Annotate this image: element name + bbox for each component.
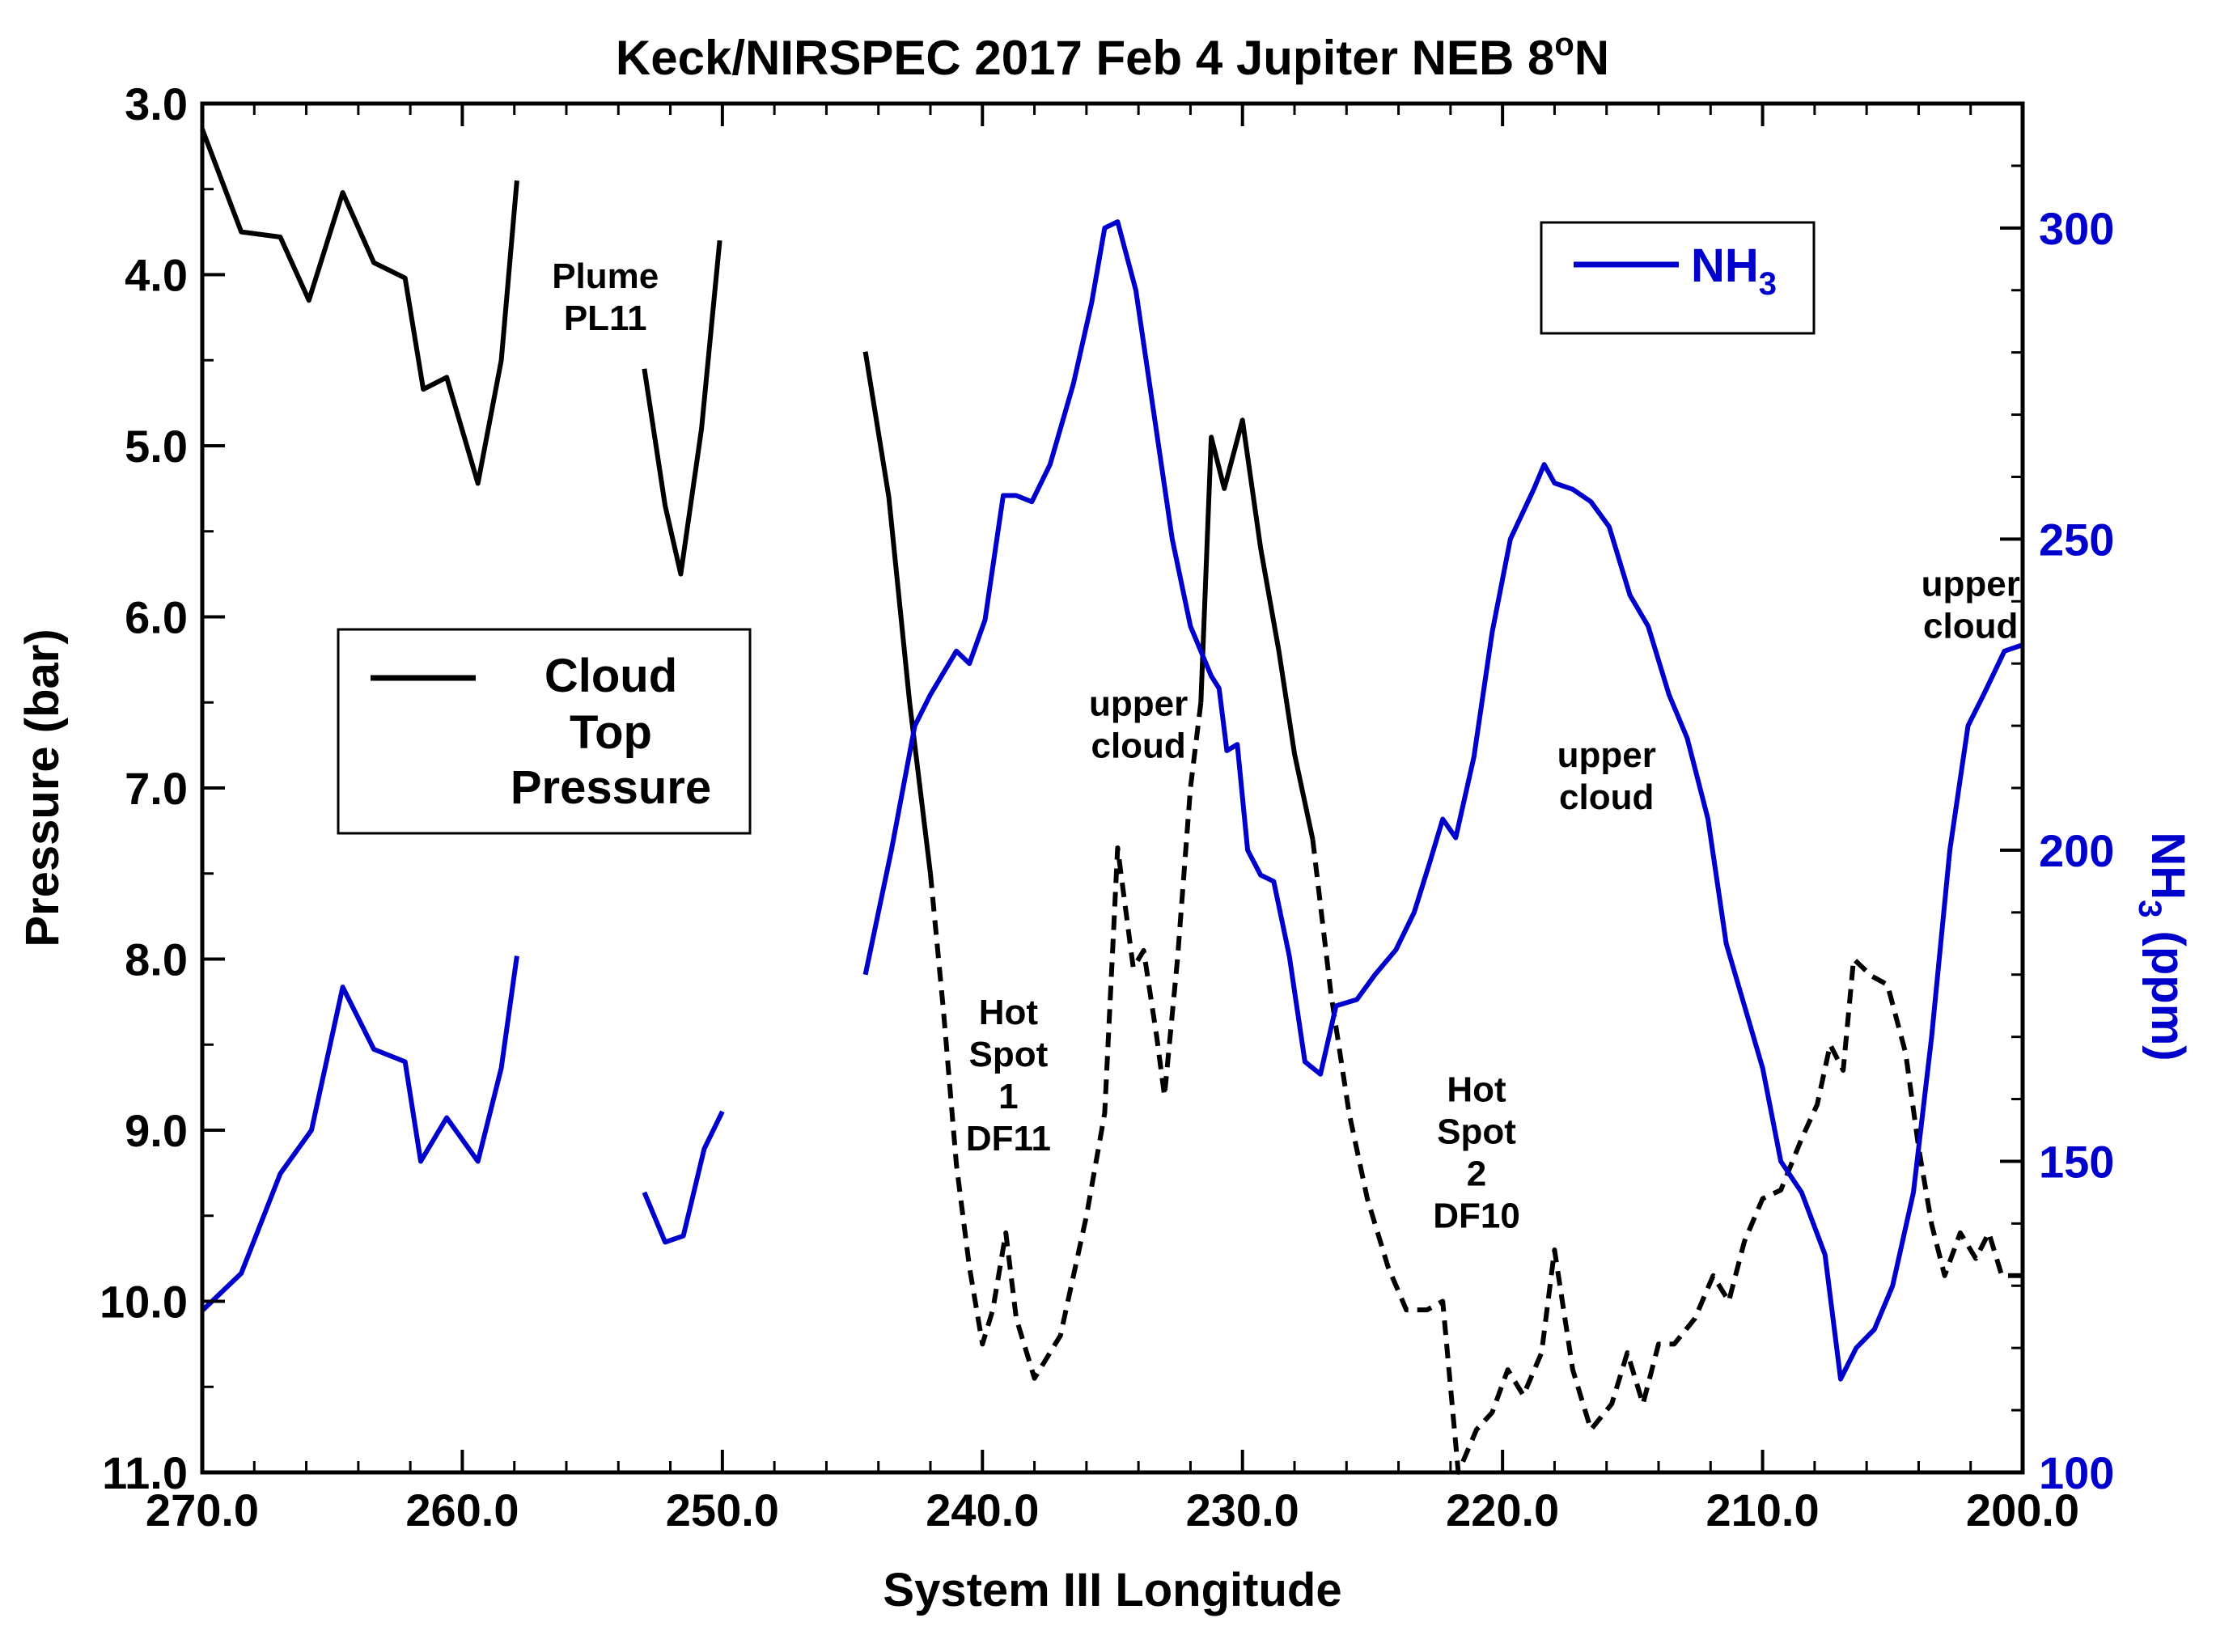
tick-labels: 270.0 260.0 250.0 240.0 230.0 220.0 210.0 200.0… [100,78,2114,1536]
chart-title-main: Keck/NIRSPEC 2017 Feb 4 Jupiter NEB 8 [616,31,1554,85]
axis-ticks [201,102,2024,1474]
nh3-series-line-8 [862,219,2023,1382]
y-left-tick-label: 5.0 [125,421,188,472]
cloud-series-line-1 [642,239,722,577]
x-tick-label: 210.0 [1706,1485,1820,1536]
annotation-0: Plume PL11 [552,256,659,338]
y-axis-right-label-unit: (ppm) [2142,917,2194,1061]
chart-marks [200,128,2023,1475]
nh3-series-line-6 [200,955,519,1313]
cloud-series-line-0 [200,128,519,486]
annotation-line: 2 [1467,1154,1486,1193]
y-left-tick-label: 8.0 [125,934,188,985]
legend-nh3: NH3 [1540,221,1816,335]
y-axis-right-label: NH3 (ppm) [2132,832,2194,1061]
annotation-1: upper cloud [1089,684,1188,766]
legend-nh3-label-main: NH [1691,239,1759,292]
annotation-line: 1 [998,1077,1018,1116]
y-left-tick-label: 11.0 [102,1447,188,1498]
annotation-2: Hot Spot 1 DF11 [966,993,1051,1159]
x-tick-label: 230.0 [1186,1485,1299,1536]
y-axis-right-label-sub: 3 [2132,900,2167,917]
y-axis-left-label: Pressure (bar) [16,629,69,947]
y-left-tick-label: 9.0 [125,1105,188,1156]
legend-cloud-line2: Top [570,706,652,759]
cloud-series-line-2 [862,351,933,875]
y-axis-right-label-nh: NH [2142,832,2194,900]
y-right-tick-label: 150 [2039,1136,2114,1187]
annotation-line: PL11 [564,299,647,338]
legend-nh3-label-sub: 3 [1759,266,1777,302]
annotation-line: upper [1089,684,1188,724]
annotation-line: cloud [1559,777,1654,817]
legend-nh3-label: NH3 [1691,239,1777,302]
x-tick-label: 260.0 [405,1485,519,1536]
annotation-4: upper cloud [1557,735,1656,817]
x-tick-label: 270.0 [146,1485,259,1536]
legend-nh3-box [1540,221,1816,335]
annotation-5: upper cloud [1922,565,2020,646]
chart-title: Keck/NIRSPEC 2017 Feb 4 Jupiter NEB 8oN [616,27,1609,85]
annotation-3: Hot Spot 2 DF10 [1433,1070,1520,1235]
legend-cloud-box [337,628,752,835]
legend-cloud-line3: Pressure [511,761,711,814]
annotation-line: Plume [552,256,659,296]
x-axis-label: System III Longitude [883,1564,1341,1616]
annotation-line: cloud [1923,607,2018,646]
annotation-line: Spot [969,1035,1049,1074]
y-right-tick-label: 200 [2039,825,2114,876]
y-left-tick-label: 3.0 [125,78,188,129]
cloud-series-line-4 [1198,417,1316,841]
legend-cloud-line1: Cloud [544,650,677,702]
y-left-tick-label: 6.0 [125,592,188,643]
x-tick-label: 240.0 [926,1485,1039,1536]
y-right-tick-label: 100 [2039,1447,2114,1498]
y-right-tick-label: 300 [2039,203,2114,254]
annotation-line: upper [1922,565,2020,604]
chart-title-degree: o [1554,27,1574,62]
annotation-line: upper [1557,735,1656,775]
legend-cloud: Cloud Top Pressure [337,628,752,835]
annotation-line: Hot [1447,1070,1506,1109]
annotation-line: DF10 [1433,1196,1520,1235]
annotation-line: Hot [979,993,1039,1032]
chart-title-tail: N [1574,31,1609,85]
x-tick-label: 220.0 [1446,1485,1559,1536]
annotation-line: DF11 [966,1119,1051,1159]
y-left-tick-label: 10.0 [100,1277,188,1328]
cloud-series-line-5 [1310,839,2023,1475]
cloud-series-line-3 [928,701,1204,1381]
y-left-tick-label: 4.0 [125,250,188,301]
x-tick-label: 250.0 [666,1485,779,1536]
y-left-tick-label: 7.0 [125,763,188,814]
y-right-tick-label: 250 [2039,514,2114,565]
nh3-series-line-7 [642,1110,725,1245]
annotation-line: Spot [1437,1112,1516,1151]
x-tick-label: 200.0 [1966,1485,2079,1536]
annotation-line: cloud [1091,726,1185,766]
